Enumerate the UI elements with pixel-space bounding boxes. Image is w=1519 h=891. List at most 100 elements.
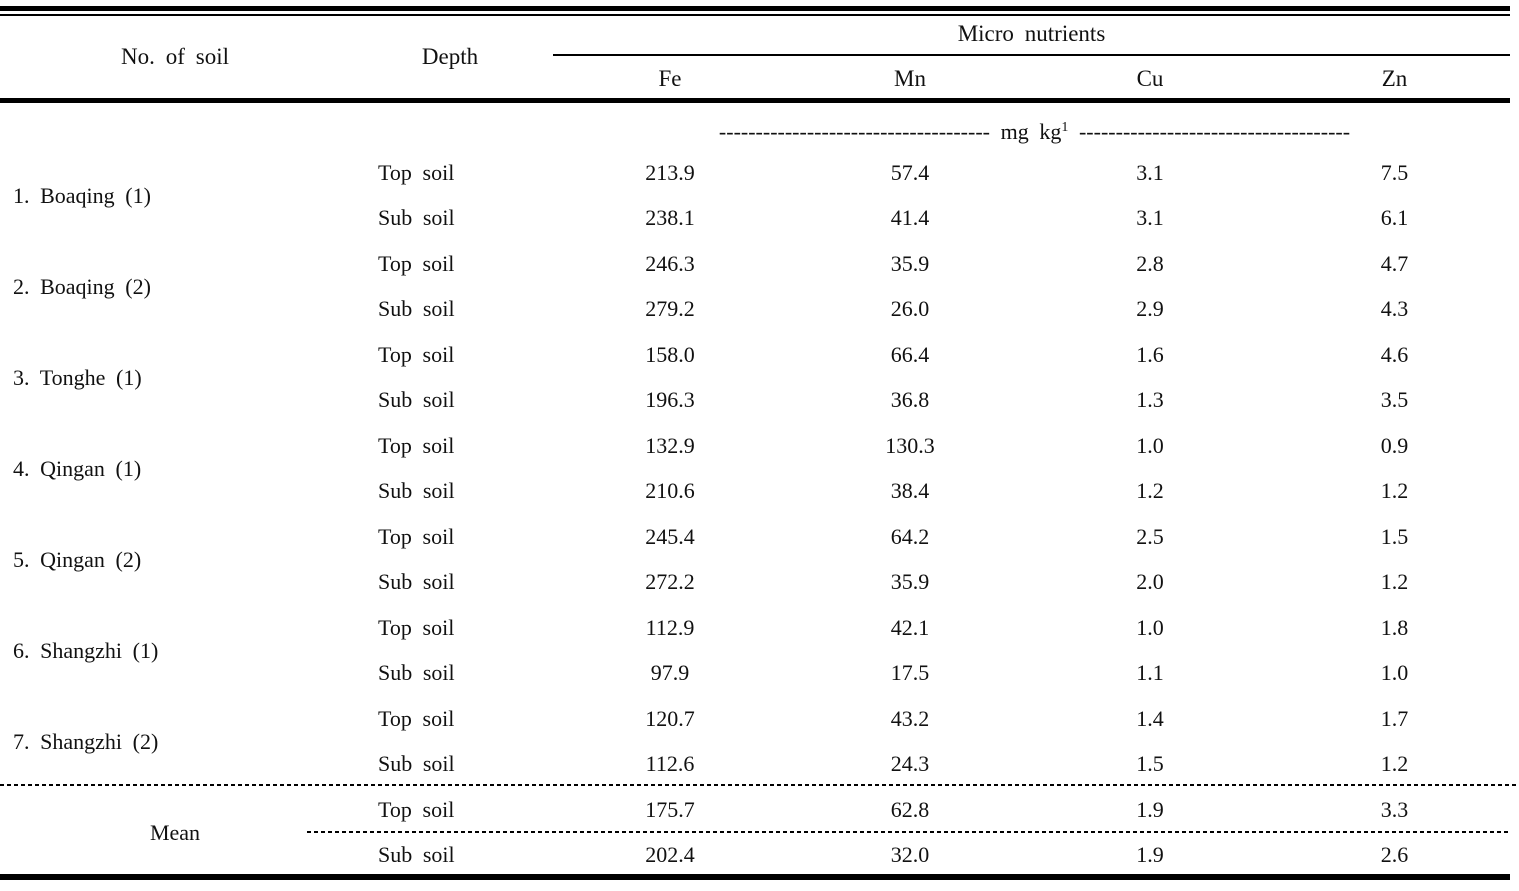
value-cell: 202.4 bbox=[645, 842, 695, 868]
table-body: 1. Boaqing (1) Top soil 213.9 57.4 3.1 7.5 Sub… bbox=[0, 150, 1519, 878]
value-cell: 1.5 bbox=[1136, 751, 1164, 777]
value-cell: 120.7 bbox=[645, 705, 695, 731]
table-rule-top-thin bbox=[0, 14, 1510, 16]
col-header-no-of-soil: No. of soil bbox=[121, 44, 229, 69]
table-rule-dotted-mean-mid bbox=[307, 831, 1510, 833]
table-row: Sub soil 279.2 26.0 2.9 4.3 bbox=[350, 287, 1519, 333]
value-cell: 1.4 bbox=[1136, 705, 1164, 731]
unit-row: ------------------------------------- mg… bbox=[550, 111, 1519, 145]
table-rule-top-thick bbox=[0, 6, 1510, 11]
value-cell: 24.3 bbox=[890, 751, 930, 777]
value-cell: 26.0 bbox=[890, 296, 930, 322]
value-cell: 2.5 bbox=[1136, 523, 1164, 549]
value-cell: 36.8 bbox=[890, 387, 930, 413]
value-cell: 66.4 bbox=[890, 341, 930, 367]
value-cell: 1.2 bbox=[1380, 751, 1409, 777]
value-cell: 1.8 bbox=[1380, 614, 1409, 640]
soil-group-label: 6. Shangzhi (1) bbox=[13, 637, 159, 663]
table-row: Sub soil 202.4 32.0 1.9 2.6 bbox=[350, 833, 1519, 879]
depth-cell: Sub soil bbox=[378, 387, 455, 413]
value-cell: 3.1 bbox=[1136, 159, 1164, 185]
value-cell: 4.3 bbox=[1380, 296, 1409, 322]
value-cell: 64.2 bbox=[890, 523, 930, 549]
depth-cell: Top soil bbox=[378, 523, 455, 549]
value-cell: 245.4 bbox=[645, 523, 695, 549]
value-cell: 62.8 bbox=[890, 796, 930, 822]
soil-group-label: 7. Shangzhi (2) bbox=[13, 728, 159, 754]
soil-group: 3. Tonghe (1) Top soil 158.0 66.4 1.6 4.6 Sub … bbox=[0, 332, 1519, 423]
table-row: Sub soil 196.3 36.8 1.3 3.5 bbox=[350, 378, 1519, 424]
value-cell: 1.1 bbox=[1136, 660, 1164, 686]
value-cell: 97.9 bbox=[650, 660, 690, 686]
soil-group-label: 3. Tonghe (1) bbox=[13, 364, 142, 390]
value-cell: 130.3 bbox=[885, 432, 935, 458]
value-cell: 3.3 bbox=[1380, 796, 1409, 822]
value-cell: 272.2 bbox=[645, 569, 695, 595]
depth-cell: Sub soil bbox=[378, 660, 455, 686]
depth-cell: Sub soil bbox=[378, 569, 455, 595]
soil-group: 7. Shangzhi (2) Top soil 120.7 43.2 1.4 1.7 Su… bbox=[0, 696, 1519, 787]
table-row: Sub soil 112.6 24.3 1.5 1.2 bbox=[350, 742, 1519, 788]
soil-group: 5. Qingan (2) Top soil 245.4 64.2 2.5 1.5 Sub … bbox=[0, 514, 1519, 605]
depth-cell: Sub soil bbox=[378, 478, 455, 504]
value-cell: 42.1 bbox=[890, 614, 930, 640]
value-cell: 1.6 bbox=[1136, 341, 1164, 367]
value-cell: 41.4 bbox=[890, 205, 930, 231]
depth-cell: Top soil bbox=[378, 250, 455, 276]
value-cell: 35.9 bbox=[890, 250, 930, 276]
value-cell: 1.0 bbox=[1380, 660, 1409, 686]
value-cell: 1.9 bbox=[1136, 796, 1164, 822]
soil-group-label: Mean bbox=[149, 819, 201, 845]
col-header-mn: Mn bbox=[894, 66, 926, 91]
value-cell: 175.7 bbox=[645, 796, 695, 822]
soil-group: Mean Top soil 175.7 62.8 1.9 3.3 Sub soil 202.4… bbox=[0, 787, 1519, 878]
value-cell: 35.9 bbox=[890, 569, 930, 595]
table-rule-dotted-mean-top bbox=[0, 784, 1519, 786]
value-cell: 2.8 bbox=[1136, 250, 1164, 276]
table-row: Top soil 112.9 42.1 1.0 1.8 bbox=[350, 605, 1519, 651]
table-row: Top soil 245.4 64.2 2.5 1.5 bbox=[350, 514, 1519, 560]
value-cell: 1.3 bbox=[1136, 387, 1164, 413]
depth-cell: Top soil bbox=[378, 614, 455, 640]
depth-cell: Sub soil bbox=[378, 205, 455, 231]
soil-group: 2. Boaqing (2) Top soil 246.3 35.9 2.8 4.7 Sub… bbox=[0, 241, 1519, 332]
depth-cell: Sub soil bbox=[378, 751, 455, 777]
depth-cell: Top soil bbox=[378, 705, 455, 731]
value-cell: 1.2 bbox=[1380, 478, 1409, 504]
depth-cell: Sub soil bbox=[378, 296, 455, 322]
table-row: Top soil 175.7 62.8 1.9 3.3 bbox=[350, 787, 1519, 833]
value-cell: 112.6 bbox=[645, 751, 695, 777]
value-cell: 112.9 bbox=[645, 614, 695, 640]
depth-cell: Top soil bbox=[378, 159, 455, 185]
table-row: Top soil 120.7 43.2 1.4 1.7 bbox=[350, 696, 1519, 742]
depth-cell: Sub soil bbox=[378, 842, 455, 868]
table-row: Sub soil 238.1 41.4 3.1 6.1 bbox=[350, 196, 1519, 242]
table-row: Sub soil 97.9 17.5 1.1 1.0 bbox=[350, 651, 1519, 697]
value-cell: 238.1 bbox=[645, 205, 695, 231]
value-cell: 1.9 bbox=[1136, 842, 1164, 868]
value-cell: 57.4 bbox=[890, 159, 930, 185]
table-row: Top soil 158.0 66.4 1.6 4.6 bbox=[350, 332, 1519, 378]
value-cell: 246.3 bbox=[645, 250, 695, 276]
value-cell: 279.2 bbox=[645, 296, 695, 322]
table-rule-bottom bbox=[0, 874, 1510, 880]
value-cell: 4.7 bbox=[1380, 250, 1409, 276]
value-cell: 1.5 bbox=[1380, 523, 1409, 549]
span-header-micro-nutrients: Micro nutrients bbox=[957, 21, 1106, 46]
value-cell: 132.9 bbox=[645, 432, 695, 458]
depth-cell: Top soil bbox=[378, 341, 455, 367]
value-cell: 210.6 bbox=[645, 478, 695, 504]
value-cell: 196.3 bbox=[645, 387, 695, 413]
value-cell: 32.0 bbox=[890, 842, 930, 868]
col-header-cu: Cu bbox=[1136, 66, 1164, 91]
soil-group: 6. Shangzhi (1) Top soil 112.9 42.1 1.0 1.8 Su… bbox=[0, 605, 1519, 696]
col-header-fe: Fe bbox=[658, 66, 682, 91]
table-row: Top soil 132.9 130.3 1.0 0.9 bbox=[350, 423, 1519, 469]
micro-nutrients-underline bbox=[553, 54, 1510, 56]
value-cell: 1.2 bbox=[1380, 569, 1409, 595]
value-cell: 17.5 bbox=[890, 660, 930, 686]
col-header-depth: Depth bbox=[421, 44, 479, 69]
table-row: Sub soil 272.2 35.9 2.0 1.2 bbox=[350, 560, 1519, 606]
value-cell: 3.1 bbox=[1136, 205, 1164, 231]
